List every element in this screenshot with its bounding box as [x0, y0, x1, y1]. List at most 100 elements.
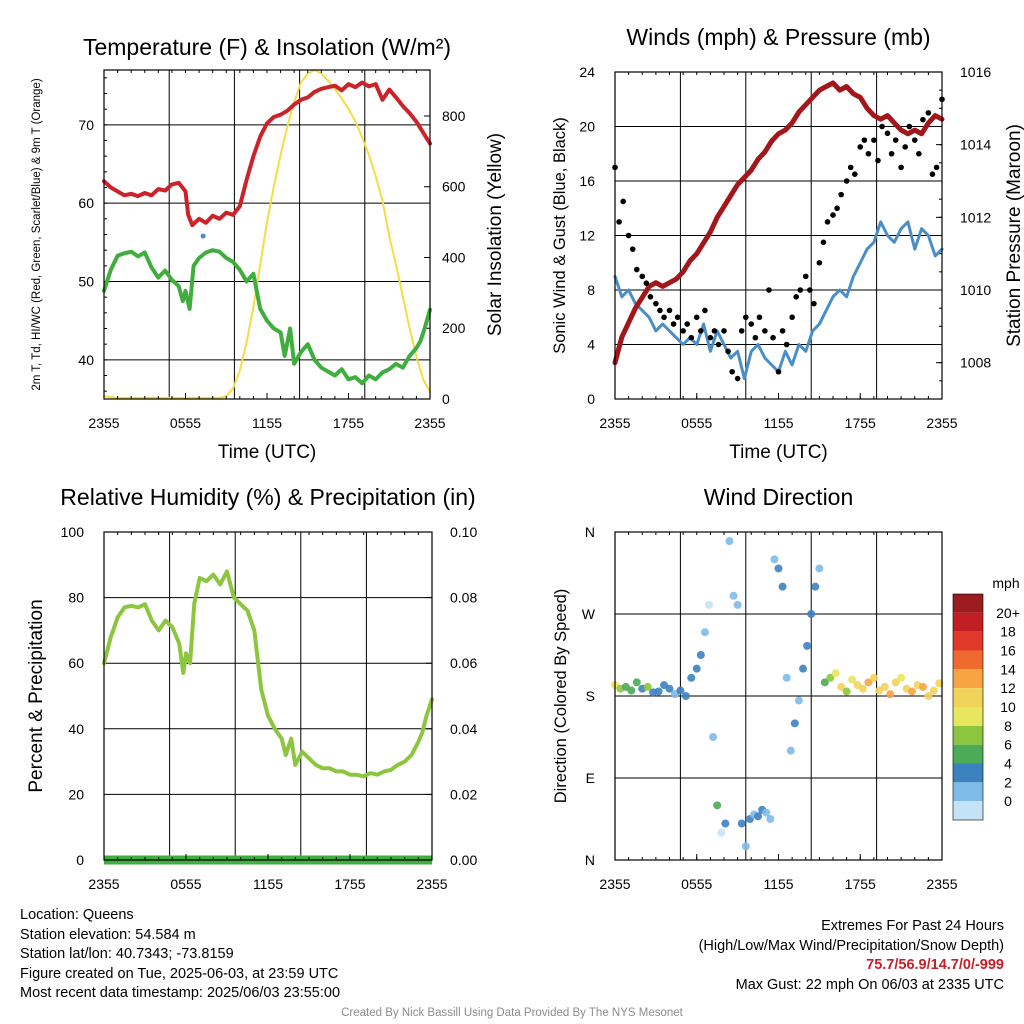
wind-direction-point	[935, 679, 944, 688]
wind-gust-point	[789, 314, 795, 321]
station-info: Location: Queens Station elevation: 54.5…	[20, 906, 340, 1004]
wind-direction-point	[790, 719, 799, 728]
wind-direction-point	[700, 628, 709, 637]
figure-created: Figure created on Tue, 2025-06-03, at 23…	[20, 965, 339, 982]
y2-tick-label: 0.04	[450, 721, 477, 737]
y-tick-label: S	[586, 688, 595, 704]
wind-gust-point	[616, 219, 622, 225]
speed-colorbar: mph 20+ 18 16 14 12 10 8 6 4 2 0	[952, 575, 1020, 821]
wind-gust-point	[852, 171, 858, 177]
wind-direction-point	[721, 819, 730, 828]
wind-direction-point	[676, 686, 685, 695]
x-tick-label: 1755	[333, 415, 364, 431]
x-tick-label: 2355	[926, 415, 957, 431]
wind-gust-point	[752, 334, 759, 341]
wind-direction-point	[815, 564, 824, 573]
wind-direction-point	[770, 555, 779, 564]
colorbar-frame	[952, 593, 984, 821]
wind-direction-point	[696, 651, 705, 659]
x-tick-label: 0555	[681, 876, 712, 892]
wind-gust-point	[847, 164, 854, 171]
wind-gust-point	[802, 273, 809, 280]
y2-tick-label: 600	[442, 179, 466, 195]
colorbar-swatch	[953, 782, 983, 802]
wind-gust-point	[933, 164, 940, 171]
panel-title: Wind Direction	[704, 484, 854, 510]
wind-direction-point	[886, 690, 895, 699]
wind-gust-point	[670, 321, 677, 327]
wind-direction-point	[786, 746, 795, 755]
wind-gust-point	[639, 273, 646, 280]
temperature-line	[102, 80, 432, 228]
x-tick-label: 2355	[599, 876, 630, 892]
y-tick-label: 20	[68, 786, 84, 802]
wind-direction-point	[794, 696, 803, 705]
wind-direction-point	[831, 669, 840, 678]
wind-direction-point	[632, 678, 641, 687]
x-tick-label: 0555	[170, 876, 201, 892]
y2-tick-label: 0.10	[450, 524, 477, 540]
wind-gust-point	[783, 341, 790, 348]
y-tick-label: 12	[579, 228, 595, 244]
x-axis-label: Time (UTC)	[729, 442, 828, 463]
station-location: Location: Queens	[20, 907, 134, 923]
y-tick-label: 4	[587, 337, 595, 353]
x-tick-label: 1155	[763, 876, 793, 892]
y2-tick-label: 400	[442, 249, 466, 265]
wind-gust-point	[698, 328, 704, 334]
wind-direction-point	[654, 687, 663, 696]
wind-direction-point	[891, 678, 900, 687]
extremes-subheading: (High/Low/Max Wind/Precipitation/Snow De…	[698, 937, 1004, 954]
wind-direction-point	[692, 664, 701, 673]
wind-gust-point	[762, 328, 768, 334]
plot-frame	[103, 531, 433, 861]
x-tick-label: 2355	[414, 415, 445, 431]
colorbar-swatch	[953, 594, 983, 613]
colorbar-label: 12	[1000, 680, 1016, 696]
y2-axis-label: Solar Insolation (Yellow)	[485, 133, 506, 336]
pressure-line	[612, 80, 945, 366]
y-tick-label: N	[585, 852, 595, 868]
wind-direction-point	[754, 812, 763, 821]
wind-gust-point	[820, 239, 827, 246]
y2-tick-label: 800	[442, 108, 466, 124]
y-tick-label: 100	[61, 524, 85, 540]
colorbar-swatch	[953, 763, 983, 783]
wind-direction-point	[864, 678, 873, 687]
x-tick-label: 1155	[763, 415, 793, 431]
y-tick-label: 60	[78, 195, 94, 211]
x-tick-label: 2355	[88, 876, 119, 892]
y-axis-label: Sonic Wind & Gust (Blue, Black)	[551, 117, 569, 354]
wind-gust-point	[756, 314, 763, 321]
y-tick-label: 8	[587, 282, 595, 298]
wind-gust-point	[707, 334, 714, 341]
wind-gust-point	[911, 137, 918, 143]
wind-gust-point	[892, 137, 899, 143]
x-tick-label: 2355	[88, 415, 119, 431]
wind-direction-point	[729, 591, 738, 600]
wind-direction-point	[737, 819, 746, 828]
y-tick-label: N	[585, 524, 595, 540]
wind-gust-point	[865, 150, 872, 157]
wind-gust-point	[625, 232, 632, 239]
y-tick-label: 50	[78, 274, 94, 290]
wind-direction-point	[799, 664, 808, 673]
y-tick-label: E	[586, 770, 595, 786]
wind-gust-point	[711, 328, 718, 334]
wind-gust-point	[861, 137, 868, 143]
y2-tick-label: 1014	[960, 137, 991, 153]
wind-gust-point	[680, 328, 686, 334]
wind-direction-point	[842, 687, 851, 696]
insolation-line	[103, 69, 431, 399]
colorbar-label: 0	[1004, 793, 1012, 809]
wind-gust-point	[674, 314, 681, 321]
wind-gust-point	[693, 314, 700, 321]
panel-title: Temperature (F) & Insolation (W/m²)	[83, 34, 451, 60]
y-tick-label: 20	[579, 119, 595, 135]
wind-direction-point	[869, 673, 878, 682]
wind-gust-point	[653, 300, 659, 307]
wind-gust-point	[888, 150, 895, 157]
y-tick-label: 16	[579, 173, 595, 189]
wind-gust-point	[721, 328, 727, 334]
